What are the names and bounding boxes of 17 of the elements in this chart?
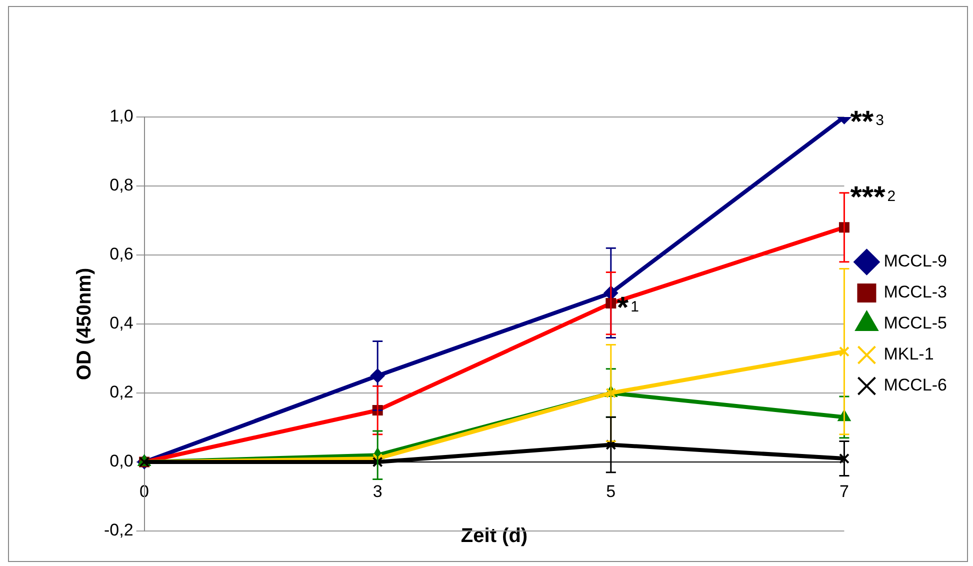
legend-label: MCCL-5 [884, 314, 948, 333]
x-tick-label: 3 [372, 482, 382, 501]
x-axis-title: Zeit (d) [460, 524, 528, 547]
legend-label: MCCL-3 [884, 282, 948, 302]
y-axis-title: OD (450nm) [74, 268, 96, 380]
legend-label: MKL-1 [884, 344, 934, 364]
y-tick-label: 0,0 [110, 452, 134, 471]
legend-label: MCCL-6 [884, 376, 948, 395]
x-tick-label: 7 [839, 482, 849, 501]
y-tick-label: 0,2 [110, 382, 134, 402]
y-tick-label: 0,8 [110, 176, 134, 195]
x-tick-label: 5 [606, 482, 616, 501]
y-tick-label: 0,6 [110, 244, 134, 264]
legend-label: MCCL-9 [884, 252, 948, 271]
y-tick-label: 1,0 [110, 106, 134, 126]
y-tick-label: 0,4 [110, 314, 134, 333]
y-tick-label: -0,2 [104, 520, 134, 540]
